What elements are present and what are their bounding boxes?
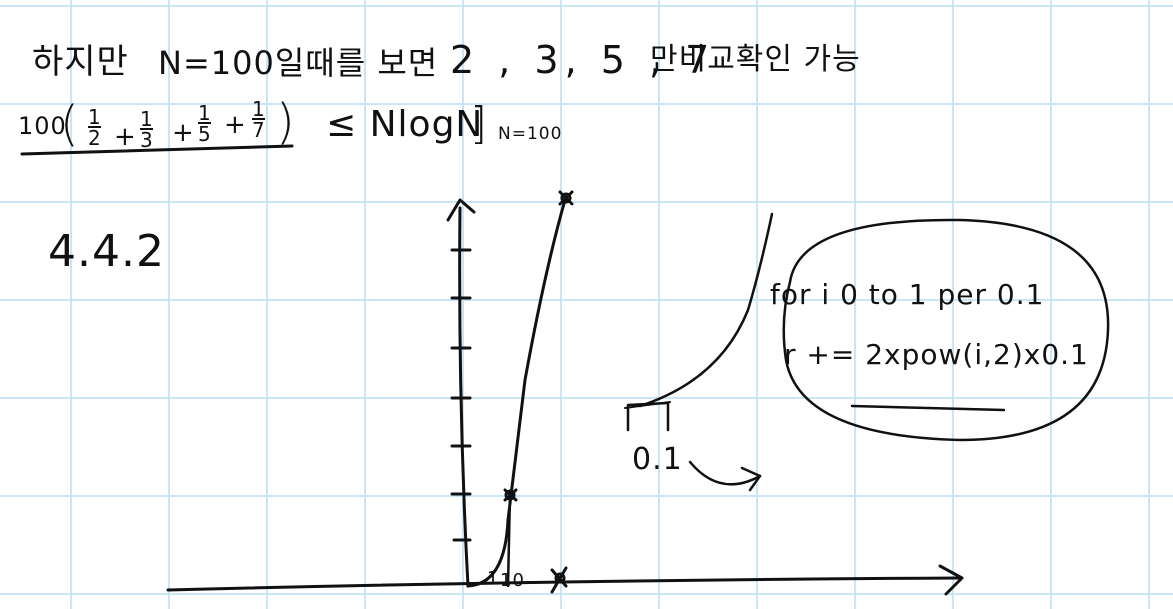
detail-arrow — [688, 460, 762, 486]
detail-step-label: 0.1 — [632, 442, 683, 477]
graph-tick-label-10: 10 — [500, 570, 525, 591]
inequality-underline — [20, 144, 294, 156]
plus-sign: + — [114, 122, 137, 152]
inequality-relation: ≤ NlogN — [326, 104, 484, 145]
detail-curve — [638, 212, 774, 408]
section-label: 4.4.2 — [48, 226, 165, 277]
note-text-however: 하지만 — [32, 42, 129, 82]
fraction-one-fifth: 1 5 — [198, 101, 211, 146]
code-line-1: for i 0 to 1 per 0.1 — [770, 278, 1045, 311]
inequality-subscript: N=100 — [498, 124, 563, 144]
graph-y-ticks — [450, 248, 472, 542]
detail-arrowhead — [740, 466, 762, 492]
inequality-coefficient: 100 — [18, 112, 67, 140]
graph-marker-top — [558, 190, 574, 206]
detail-baseline — [624, 401, 671, 409]
code-ellipse — [782, 218, 1110, 442]
note-text-primes: 2 , 3, 5 , 7 — [450, 38, 716, 82]
fraction-numerator: 1 — [198, 101, 211, 125]
graph-x-axis-arrowhead — [938, 564, 964, 596]
inequality-close-paren: ) — [276, 94, 296, 150]
plus-sign: + — [172, 118, 195, 148]
note-text-n-equals-100: N=100일때를 보면 — [158, 44, 439, 82]
fraction-numerator: 1 — [252, 97, 265, 121]
plus-sign: + — [224, 110, 247, 140]
graph-marker-point — [503, 488, 518, 502]
fraction-denominator: 3 — [140, 128, 153, 152]
code-underline — [850, 404, 1006, 412]
code-line-2: r += 2xpow(i,2)x0.1 — [784, 338, 1089, 371]
graph-drop-line — [506, 492, 512, 588]
fraction-denominator: 5 — [198, 122, 211, 146]
fraction-one-half: 1 2 — [88, 105, 101, 150]
graph-marker-x-axis — [550, 566, 568, 594]
fraction-one-third: 1 3 — [140, 107, 153, 152]
graph-tick-label-1: 1 — [487, 568, 500, 589]
inequality-bracket: ] — [470, 98, 489, 149]
graph-curve — [466, 198, 567, 588]
fraction-denominator: 2 — [88, 126, 101, 150]
graph-y-axis-arrowhead — [446, 198, 476, 222]
fraction-numerator: 1 — [88, 105, 101, 129]
fraction-denominator: 7 — [252, 118, 265, 142]
inequality-open-paren: ( — [60, 96, 80, 152]
note-text-compare: 만비교확인 가능 — [650, 42, 861, 77]
fraction-one-seventh: 1 7 — [252, 97, 265, 142]
fraction-numerator: 1 — [140, 107, 153, 131]
